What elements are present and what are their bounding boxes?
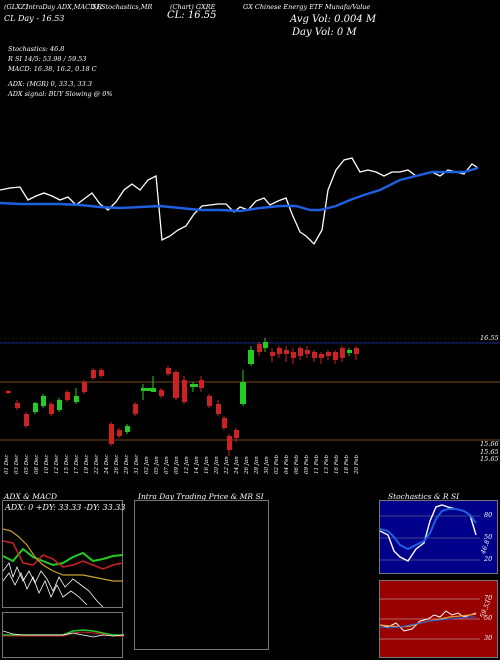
date-label: 28 Jan [254,456,260,474]
date-label: 05 Jan [154,456,160,474]
avg-volume: Avg Vol: 0.004 M [290,14,377,25]
date-label: 14 Jan [194,456,200,474]
date-label: 16 Jan [204,456,210,474]
rsi-readout: R SI 14/5: 53.98 / 59.53 [8,55,87,63]
day-volume: Day Vol: 0 M [292,27,357,38]
day-range: CL Day - 16.53 [4,14,65,23]
ma-blue-line [0,166,479,213]
date-label: 05 Dec [24,454,30,475]
macd-panel [2,612,124,658]
date-label: 04 Feb [284,454,290,474]
adx-readout: ADX: (MGR) 0, 33.3, 33.3 [8,80,93,88]
date-label: 12 Jan [184,456,190,474]
rsi-tick-50: 50 [484,614,493,622]
date-label: 24 Dec [104,454,110,475]
adx-panel-readout: ADX: 0 +DY: 33.33 -DY: 33.33 [5,503,126,512]
date-label: 09 Jan [174,456,180,474]
date-label: 06 Feb [294,454,300,474]
adx-panel: ADX: 0 +DY: 33.33 -DY: 33.33 [2,500,126,608]
date-label: 12 Dec [54,454,60,475]
intraday-panel-title: Intra Day Trading Price & MR SI [138,492,264,501]
price-lower-label-3: 15.65 [480,455,499,463]
close-price: CL: 16.55 [167,10,217,21]
main-chart [0,157,500,456]
date-label: 31 Dec [134,454,140,475]
adx-signal-readout: ADX signal: BUY Slowing @ 0% [8,90,113,98]
date-label: 19 Dec [84,454,90,475]
header-indicators: IntraDay ADX,MACD,R [26,3,103,11]
header-code: (GLXZ) [4,3,28,11]
adx-lines [3,528,124,608]
price-upper-label: 16.55 [480,334,499,342]
date-label: 24 Jan [234,456,240,474]
date-label: 08 Dec [34,454,40,475]
stoch-tick-80: 80 [484,511,493,519]
stoch-panel: 80 50 20 46.8 [379,500,498,574]
rsi-panel: 70 50 30 59.53 [379,580,498,658]
stochastics-readout: Stochastics: 46.8 [8,45,65,53]
date-label: 26 Dec [114,454,120,475]
date-label: 18 Feb [344,454,350,474]
candles [6,338,359,456]
rsi-tick-30: 30 [484,634,493,642]
macd-readout: MACD: 16.38, 16.2, 0.18 C [8,65,97,73]
date-label: 20 Jan [214,456,220,474]
stoch-tick-50: 50 [484,533,493,541]
date-label: 30 Jan [264,456,270,474]
date-label: 15 Dec [64,454,70,475]
date-label: 29 Dec [124,454,130,475]
date-label: 20 Feb [354,454,360,474]
date-label: 16 Feb [334,454,340,474]
date-label: 13 Feb [324,454,330,474]
date-label: 02 Jan [144,456,150,474]
date-label: 22 Dec [94,454,100,475]
rsi-white-line [0,157,479,246]
date-label: 26 Jan [244,456,250,474]
header-close-label: (Chart) GXRE [170,3,216,11]
date-label: 02 Feb [274,454,280,474]
date-label: 03 Dec [14,454,20,475]
intraday-panel [134,500,269,650]
rsi-tick-70: 70 [484,594,493,602]
price-lower-label-2: 15.65 [480,448,499,456]
date-label: 17 Dec [74,454,80,475]
price-lower-label-1: 15.66 [480,440,499,448]
macd-lines [3,629,124,638]
date-label: 22 Jan [224,456,230,474]
stoch-tick-20: 20 [484,555,493,563]
rsi-lines [380,598,480,640]
header-stoch: SI,Stochastics,MR [92,3,153,11]
date-label: 01 Dec [4,454,10,475]
adx-panel-title: ADX & MACD [4,492,58,501]
date-label: 10 Dec [44,454,50,475]
date-label: 11 Feb [314,454,320,474]
stoch-lines [380,504,480,562]
header-title: GX Chinese Energy ETF Munafa/Value [243,3,371,11]
stoch-panel-title: Stochastics & R SI [388,492,460,501]
date-label: 07 Jan [164,456,170,474]
date-label: 09 Feb [304,454,310,474]
